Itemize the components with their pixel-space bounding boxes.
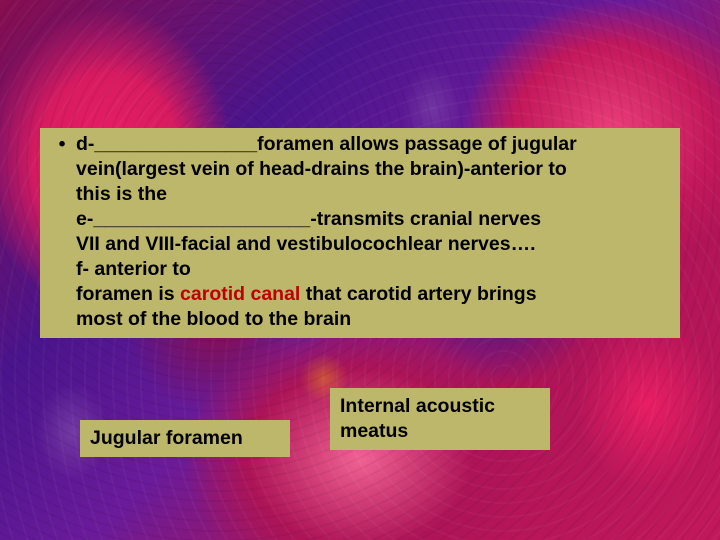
slide-content: • d-_______________foramen allows passag… <box>0 0 720 540</box>
text-line-7-highlight: carotid canal <box>180 283 300 305</box>
answer-label-1: Jugular foramen <box>90 427 243 449</box>
text-line-7b: that carotid artery brings <box>300 283 536 305</box>
text-line-2: vein(largest vein of head-drains the bra… <box>76 158 567 180</box>
answer-box-jugular: Jugular foramen <box>80 420 290 457</box>
text-line-3: this is the <box>76 183 167 205</box>
main-text-block: • d-_______________foramen allows passag… <box>40 128 680 338</box>
bullet-glyph: • <box>48 132 76 332</box>
text-line-6: f- anterior to <box>76 258 191 280</box>
text-line-8: most of the blood to the brain <box>76 308 351 330</box>
answer-box-meatus: Internal acoustic meatus <box>330 388 550 450</box>
text-line-4: e-____________________-transmits cranial… <box>76 208 541 230</box>
text-line-7a: foramen is <box>76 283 180 305</box>
bullet-body: d-_______________foramen allows passage … <box>76 132 672 332</box>
answer-label-2: Internal acoustic meatus <box>340 395 495 442</box>
text-line-1: d-_______________foramen allows passage … <box>76 133 577 155</box>
bullet-item: • d-_______________foramen allows passag… <box>48 132 672 332</box>
text-line-5: VII and VIII-facial and vestibulocochlea… <box>76 233 536 255</box>
